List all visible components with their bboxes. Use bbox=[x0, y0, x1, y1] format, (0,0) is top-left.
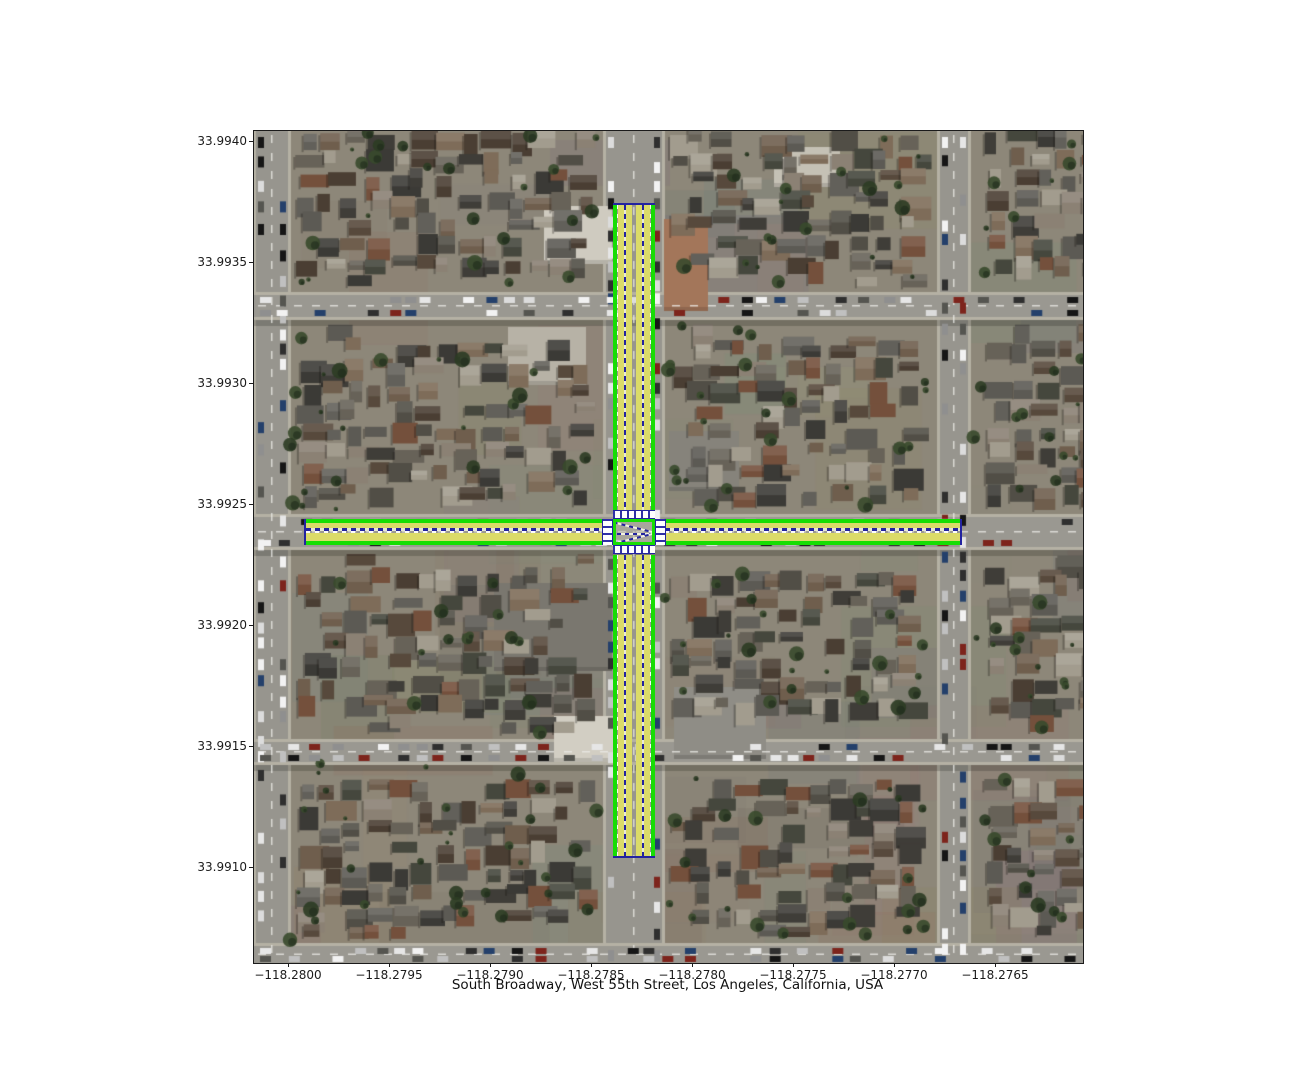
lane-divider-dashes bbox=[665, 528, 960, 531]
x-tick-label: −118.2785 bbox=[557, 968, 625, 982]
aerial-basemap bbox=[254, 131, 1083, 963]
lane-edge-line bbox=[665, 519, 960, 523]
lane-edge-line bbox=[651, 555, 655, 856]
figure-caption: South Broadway, West 55th Street, Los An… bbox=[451, 977, 884, 993]
lane-divider-dashes bbox=[624, 555, 626, 856]
y-tick-mark bbox=[249, 504, 253, 506]
lane-edge-line bbox=[613, 205, 617, 510]
y-tick-label: 33.9925 bbox=[197, 497, 247, 511]
y-tick-mark bbox=[249, 746, 253, 748]
x-tick-mark bbox=[793, 963, 795, 967]
lane-fill bbox=[644, 555, 650, 856]
lane-edge-line bbox=[665, 541, 960, 545]
parking-lane-dashes bbox=[617, 555, 618, 856]
lane-fill bbox=[644, 205, 650, 510]
lane-divider-dashes bbox=[306, 528, 603, 531]
intersection-connector-line bbox=[617, 533, 651, 535]
y-tick-mark bbox=[249, 867, 253, 869]
lane-overlay-south-broadway-north bbox=[613, 203, 655, 510]
y-tick-mark bbox=[249, 141, 253, 143]
y-tick-label: 33.9930 bbox=[197, 376, 247, 390]
lane-fill bbox=[665, 523, 960, 528]
y-tick-label: 33.9940 bbox=[197, 134, 247, 148]
y-tick-mark bbox=[249, 383, 253, 385]
center-line-dashes bbox=[665, 531, 960, 533]
lane-fill bbox=[618, 205, 624, 510]
lane-divider-dashes bbox=[642, 555, 644, 856]
y-tick-mark bbox=[249, 625, 253, 627]
lane-edge-line bbox=[613, 555, 617, 856]
lane-edge-line bbox=[651, 205, 655, 510]
x-tick-label: −118.2790 bbox=[456, 968, 524, 982]
lane-overlay-west-55th-west bbox=[304, 519, 603, 545]
y-tick-label: 33.9935 bbox=[197, 255, 247, 269]
crosswalk-west bbox=[602, 519, 613, 545]
x-tick-mark bbox=[894, 963, 896, 967]
x-tick-label: −118.2770 bbox=[860, 968, 928, 982]
x-tick-label: −118.2800 bbox=[254, 968, 322, 982]
lane-fill bbox=[665, 533, 960, 541]
x-tick-mark bbox=[995, 963, 997, 967]
lane-fill bbox=[626, 555, 632, 856]
lane-divider-dashes bbox=[624, 205, 626, 510]
x-tick-label: −118.2765 bbox=[961, 968, 1029, 982]
lane-edge-line bbox=[306, 541, 603, 545]
y-tick-label: 33.9915 bbox=[197, 739, 247, 753]
x-tick-mark bbox=[591, 963, 593, 967]
x-tick-mark bbox=[490, 963, 492, 967]
lane-fill bbox=[636, 205, 642, 510]
center-line-dashes bbox=[306, 531, 603, 533]
y-tick-label: 33.9920 bbox=[197, 618, 247, 632]
crosswalk-north bbox=[613, 510, 655, 519]
x-tick-mark bbox=[389, 963, 391, 967]
crosswalk-east bbox=[655, 519, 666, 545]
lane-divider-dashes bbox=[642, 205, 644, 510]
y-tick-mark bbox=[249, 262, 253, 264]
intersection-box bbox=[613, 519, 655, 545]
parking-lane-dashes bbox=[650, 555, 651, 856]
parking-lane-dashes bbox=[650, 205, 651, 510]
lane-fill bbox=[626, 205, 632, 510]
lane-fill bbox=[618, 555, 624, 856]
x-tick-mark bbox=[288, 963, 290, 967]
lane-fill bbox=[636, 555, 642, 856]
lane-edge-line bbox=[306, 519, 603, 523]
lane-fill bbox=[306, 533, 603, 541]
x-tick-label: −118.2775 bbox=[759, 968, 827, 982]
x-tick-label: −118.2795 bbox=[355, 968, 423, 982]
lane-overlay-west-55th-east bbox=[665, 519, 962, 545]
x-tick-mark bbox=[692, 963, 694, 967]
crosswalk-south bbox=[613, 545, 655, 554]
lane-fill bbox=[306, 523, 603, 528]
x-tick-label: −118.2780 bbox=[658, 968, 726, 982]
parking-lane-dashes bbox=[617, 205, 618, 510]
plot-area bbox=[253, 130, 1084, 964]
lane-overlay-south-broadway-south bbox=[613, 555, 655, 858]
y-tick-label: 33.9910 bbox=[197, 860, 247, 874]
